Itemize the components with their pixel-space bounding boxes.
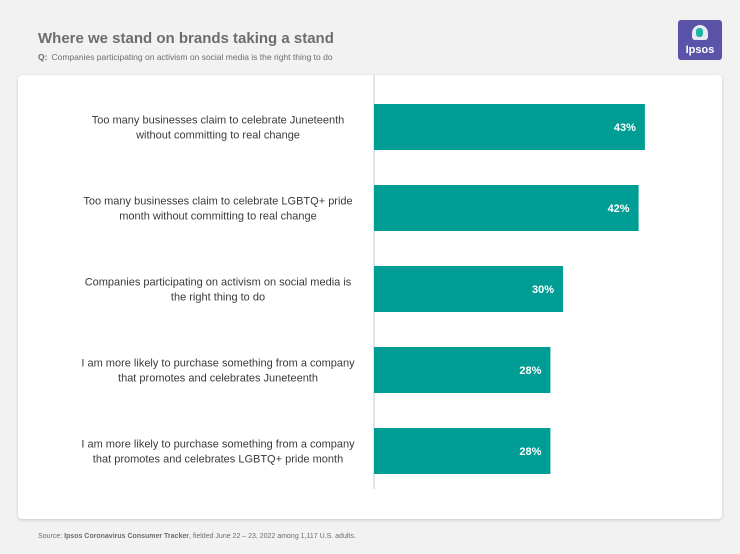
- bar-5: [374, 428, 551, 474]
- bar-value-label: 43%: [614, 122, 636, 134]
- category-label-line: the right thing to do: [171, 292, 265, 304]
- category-label-line: month without committing to real change: [119, 211, 317, 223]
- category-label-line: Companies participating on activism on s…: [85, 277, 352, 289]
- bar-2: [374, 185, 639, 231]
- category-label: I am more likely to purchase something f…: [81, 439, 355, 466]
- page-title: Where we stand on brands taking a stand: [38, 30, 334, 47]
- ipsos-logo: Ipsos: [678, 20, 722, 60]
- footer-prefix: Source:: [38, 533, 65, 540]
- question-text: Companies participating on activism on s…: [51, 52, 333, 62]
- bar-1: [374, 104, 645, 150]
- source-footnote: Source: Ipsos Coronavirus Consumer Track…: [38, 533, 356, 540]
- category-label-line: Too many businesses claim to celebrate J…: [92, 115, 345, 127]
- chart-card: 43% Too many businesses claim to celebrat…: [18, 75, 722, 519]
- bar-3: [374, 266, 563, 312]
- category-label-line: that promotes and celebrates LGBTQ+ prid…: [93, 454, 343, 466]
- footer-source: Ipsos Coronavirus Consumer Tracker: [64, 533, 189, 540]
- category-label: I am more likely to purchase something f…: [81, 358, 355, 385]
- category-label: Too many businesses claim to celebrate L…: [83, 196, 352, 223]
- bar-value-label: 42%: [608, 203, 630, 215]
- question-label: Q:: [38, 52, 48, 62]
- category-label: Too many businesses claim to celebrate J…: [92, 115, 345, 142]
- category-label-line: that promotes and celebrates Juneteenth: [118, 373, 318, 385]
- category-label-line: without committing to real change: [135, 130, 300, 142]
- category-label: Companies participating on activism on s…: [85, 277, 352, 304]
- ipsos-logo-icon: [692, 25, 708, 40]
- question-subtitle: Q: Companies participating on activism on…: [38, 52, 333, 62]
- bar-chart: 43% Too many businesses claim to celebrat…: [81, 75, 645, 489]
- bar-value-label: 30%: [532, 284, 554, 296]
- category-label-line: Too many businesses claim to celebrate L…: [83, 196, 352, 208]
- bar-value-label: 28%: [519, 365, 541, 377]
- category-label-line: I am more likely to purchase something f…: [81, 439, 355, 451]
- footer-suffix: , fielded June 22 – 23, 2022 among 1,117…: [188, 533, 356, 540]
- category-label-line: I am more likely to purchase something f…: [81, 358, 355, 370]
- logo-text: Ipsos: [685, 44, 715, 56]
- bar-value-label: 28%: [519, 446, 541, 458]
- bar-4: [374, 347, 551, 393]
